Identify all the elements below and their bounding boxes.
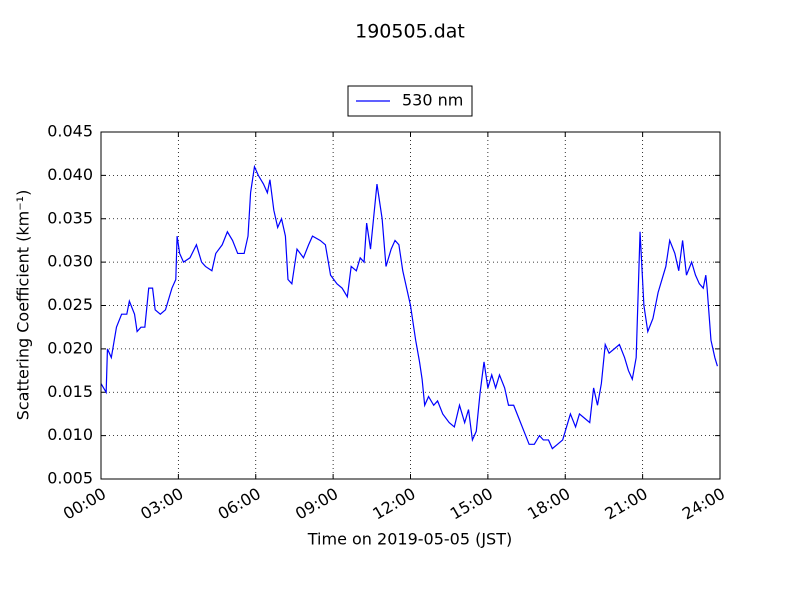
x-tick-label: 15:00	[447, 484, 496, 524]
x-axis-label: Time on 2019-05-05 (JST)	[307, 530, 512, 549]
y-tick-label: 0.025	[47, 295, 93, 314]
y-tick-label: 0.040	[47, 165, 93, 184]
y-tick-label: 0.045	[47, 122, 93, 141]
legend-label: 530 nm	[402, 91, 463, 110]
data-line	[100, 164, 718, 450]
x-tick-label: 09:00	[292, 484, 341, 524]
chart-title: 190505.dat	[355, 21, 465, 43]
x-tick-label: 06:00	[215, 484, 264, 524]
x-tick-label: 00:00	[60, 484, 109, 524]
y-tick-label: 0.015	[47, 382, 93, 401]
y-tick-label: 0.005	[47, 469, 93, 488]
y-tick-label: 0.035	[47, 208, 93, 227]
y-tick-label: 0.030	[47, 252, 93, 271]
plot-frame	[100, 131, 721, 480]
x-tick-label: 12:00	[369, 484, 418, 524]
x-tick-label: 21:00	[601, 484, 650, 524]
y-tick-label: 0.010	[47, 425, 93, 444]
y-tick-label: 0.020	[47, 338, 93, 357]
x-tick-label: 03:00	[137, 484, 186, 524]
x-tick-label: 24:00	[679, 484, 728, 524]
y-axis-label: Scattering Coefficient (km⁻¹)	[14, 190, 33, 421]
x-tick-label: 18:00	[524, 484, 573, 524]
